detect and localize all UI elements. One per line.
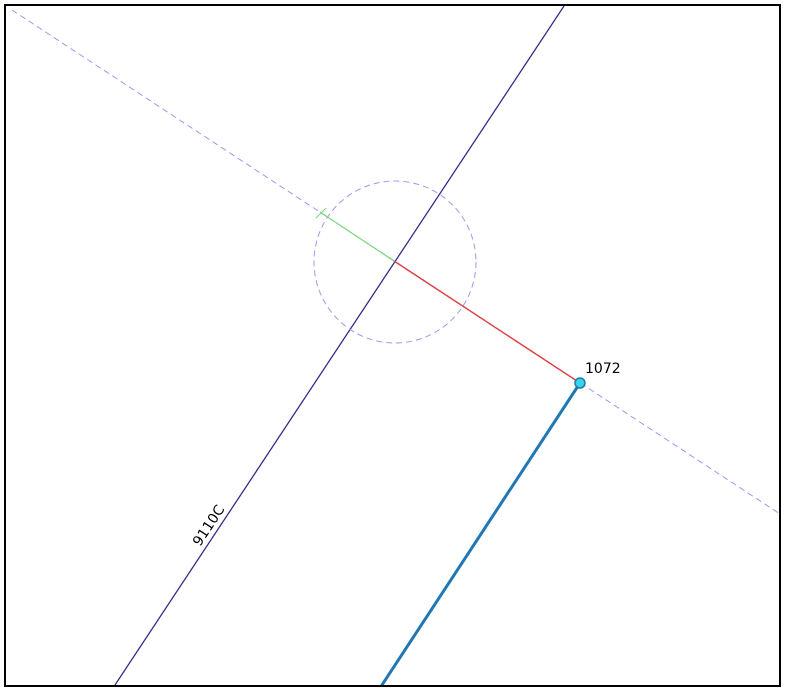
green-snap-marker bbox=[315, 207, 327, 219]
dashed-guide-line bbox=[11, 9, 779, 514]
map-drawing[interactable]: 1072 9110C bbox=[4, 4, 781, 687]
blue-line-feature[interactable] bbox=[380, 381, 582, 687]
red-segment bbox=[393, 260, 581, 384]
map-canvas[interactable]: 1072 9110C bbox=[4, 4, 781, 687]
green-segment bbox=[319, 211, 395, 262]
snap-tolerance-circle bbox=[313, 180, 477, 344]
vertex-node[interactable] bbox=[574, 377, 586, 389]
vertex-label: 1072 bbox=[585, 361, 621, 377]
main-line-feature[interactable] bbox=[113, 6, 565, 687]
